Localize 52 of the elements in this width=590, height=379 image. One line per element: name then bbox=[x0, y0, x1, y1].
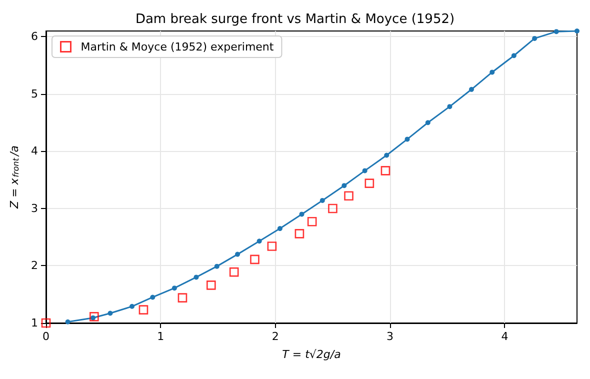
point bbox=[206, 280, 216, 290]
point bbox=[138, 305, 148, 314]
point bbox=[307, 217, 317, 226]
legend-label: Martin & Moyce (1952) experiment bbox=[80, 40, 274, 54]
point bbox=[256, 238, 262, 244]
x-tick-label: 4 bbox=[501, 330, 508, 343]
point bbox=[150, 294, 156, 300]
point bbox=[172, 286, 177, 291]
point bbox=[342, 183, 347, 188]
point bbox=[425, 120, 430, 126]
y-tick-label: 3 bbox=[31, 202, 38, 215]
point bbox=[299, 212, 304, 217]
point bbox=[178, 293, 188, 302]
point bbox=[362, 168, 368, 174]
point bbox=[328, 204, 338, 214]
y-tick-label: 6 bbox=[31, 30, 38, 44]
point bbox=[344, 191, 354, 201]
point bbox=[490, 70, 495, 75]
y-tick-label: 1 bbox=[31, 316, 38, 330]
point bbox=[214, 264, 220, 269]
x-tick-label: 2 bbox=[272, 330, 279, 343]
point bbox=[130, 304, 135, 309]
point bbox=[554, 29, 559, 34]
point bbox=[447, 104, 452, 110]
chart-title: Dam break surge front vs Martin & Moyce (1952) bbox=[135, 12, 455, 27]
point bbox=[404, 136, 410, 142]
point bbox=[235, 252, 240, 257]
point bbox=[320, 198, 325, 203]
x-tick-label: 0 bbox=[42, 330, 50, 343]
point bbox=[532, 36, 538, 41]
y-tick-label: 4 bbox=[31, 144, 38, 158]
point bbox=[511, 53, 516, 58]
point bbox=[267, 242, 277, 251]
point bbox=[364, 178, 374, 188]
point bbox=[468, 86, 474, 92]
x-tick-label: 1 bbox=[157, 330, 164, 343]
point bbox=[90, 312, 99, 322]
point bbox=[250, 254, 260, 264]
y-tick-label: 5 bbox=[31, 87, 38, 100]
x-tick-label: 3 bbox=[386, 330, 394, 343]
point bbox=[574, 28, 580, 34]
point bbox=[294, 229, 304, 238]
point bbox=[229, 267, 239, 277]
point bbox=[65, 319, 70, 324]
y-tick-label: 2 bbox=[31, 259, 38, 272]
point bbox=[384, 152, 390, 158]
point bbox=[380, 166, 390, 176]
point bbox=[108, 310, 113, 316]
x-axis-title: T = t√2g/a bbox=[282, 348, 342, 361]
y-axis-title: Z = xfront/a bbox=[8, 145, 22, 210]
point bbox=[194, 274, 199, 280]
point bbox=[277, 226, 282, 232]
